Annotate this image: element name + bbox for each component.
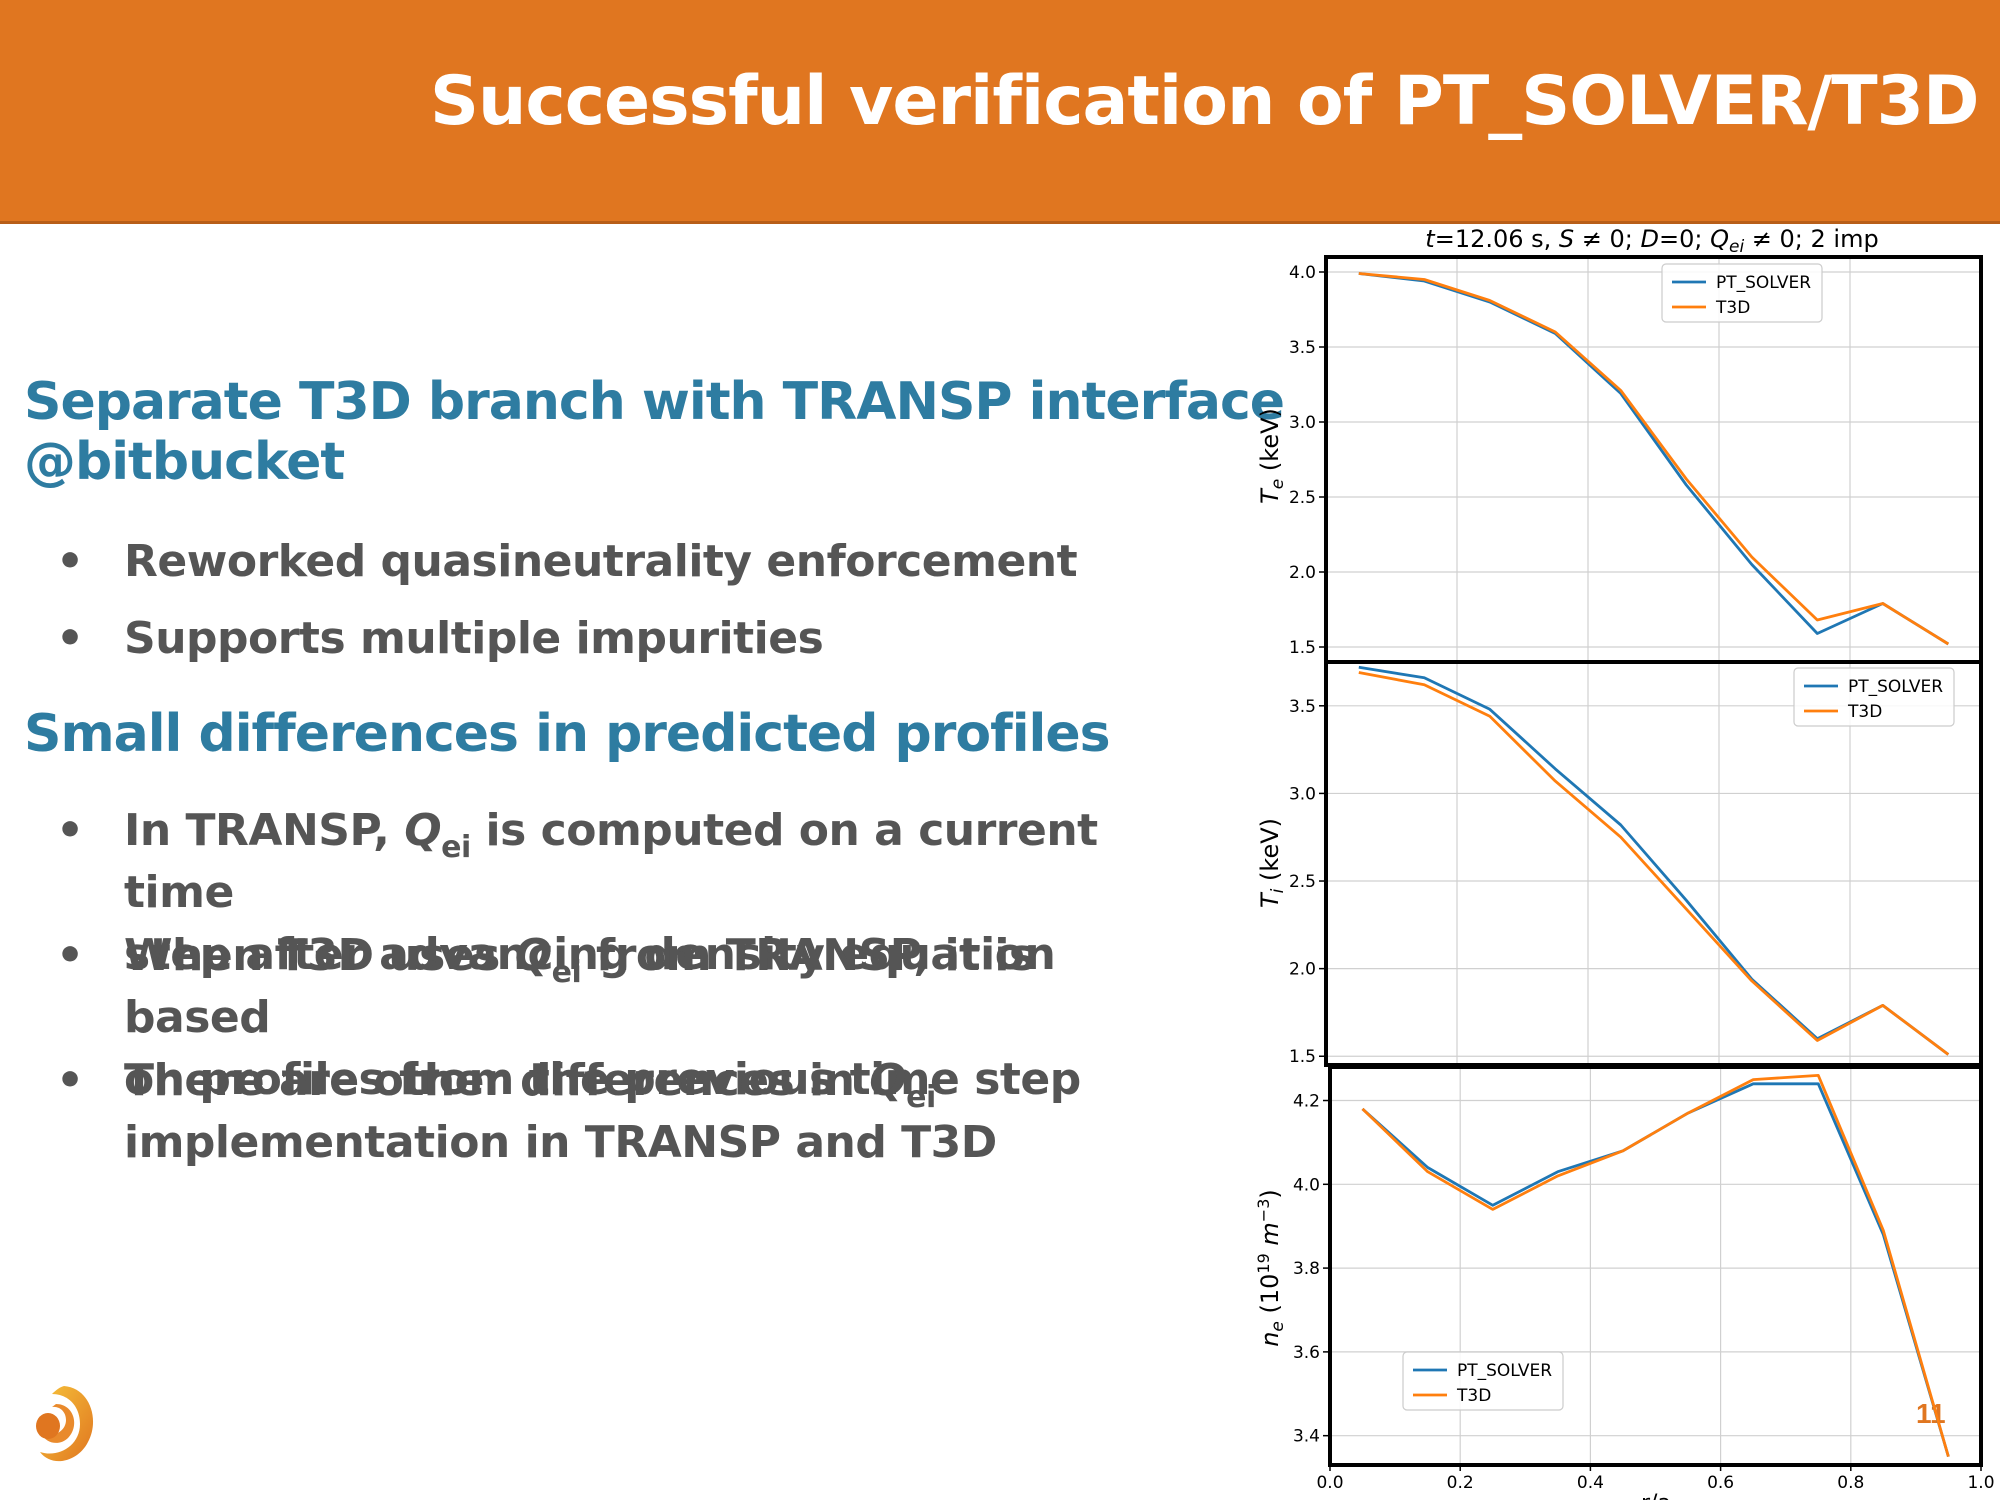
y-tick-label: 3.6 — [1293, 1343, 1320, 1363]
x-tick-label: 0.2 — [1447, 1473, 1474, 1493]
series-line-t3d — [1358, 272, 1950, 646]
x-tick-label: 1.0 — [1967, 1473, 1994, 1493]
chart-2-ylabel: Ti (keV) — [1256, 818, 1288, 908]
legend-entry: T3D — [1456, 1386, 1491, 1406]
chart-3-xlabel: r/a — [1641, 1491, 1671, 1500]
section-heading-1-line1: Separate T3D branch with TRANSP interfac… — [24, 372, 1285, 432]
te-chart: 1.5 2.0 2.5 3.0 3.5 4.0 PT_SOLVER T3D — [1289, 255, 1983, 664]
slide-header: Successful verification of PT_SOLVER/T3D — [0, 0, 2000, 224]
legend: PT_SOLVER T3D — [1793, 667, 1955, 727]
bullet-dot: • — [56, 1055, 84, 1106]
y-tick-label: 4.2 — [1293, 1092, 1320, 1112]
series-line-t3d — [1361, 1074, 1950, 1457]
y-tick-label: 2.5 — [1289, 872, 1316, 892]
legend: PT_SOLVER T3D — [1661, 263, 1823, 323]
legend: PT_SOLVER T3D — [1402, 1351, 1564, 1411]
bullet-dot: • — [56, 613, 84, 664]
y-tick-label: 2.5 — [1289, 488, 1316, 508]
y-tick-label: 1.5 — [1289, 638, 1316, 658]
section-heading-2: Small differences in predicted profiles — [24, 704, 1111, 764]
ne-chart: 3.4 3.6 3.8 4.0 4.2 0.0 0.2 0.4 0.6 0.8 1.0 PT_SOLV… — [1293, 1065, 1995, 1493]
legend-entry: PT_SOLVER — [1716, 273, 1811, 293]
y-tick-label: 3.5 — [1289, 697, 1316, 717]
bullet-dot: • — [56, 930, 84, 981]
chart-3-ylabel: ne (1019 m−3) — [1254, 1189, 1288, 1347]
bullet-text: Reworked quasineutrality enforcement — [124, 536, 1078, 587]
page-number: 11 — [1916, 1398, 1946, 1429]
bullet-text: There are other differences in Qei imple… — [124, 1055, 997, 1168]
legend-entry: PT_SOLVER — [1457, 1361, 1552, 1381]
y-tick-label: 3.4 — [1293, 1427, 1320, 1447]
logo-icon — [36, 1386, 94, 1462]
y-tick-label: 3.5 — [1289, 338, 1316, 358]
legend-entry: T3D — [1715, 298, 1750, 318]
profile-charts: t=12.06 s, S ≠ 0; D=0; Qei ≠ 0; 2 imp 1.… — [1254, 225, 1995, 1500]
legend-entry: PT_SOLVER — [1848, 677, 1943, 697]
plot-frame — [1328, 1065, 1983, 1467]
series-line-t3d — [1358, 671, 1950, 1056]
slide-title: Successful verification of PT_SOLVER/T3D — [430, 62, 1979, 141]
bullet-dot: • — [56, 536, 84, 587]
x-tick-label: 0.0 — [1316, 1473, 1343, 1493]
legend-entry: T3D — [1847, 702, 1882, 722]
x-tick-label: 0.6 — [1707, 1473, 1734, 1493]
chart-1-title: t=12.06 s, S ≠ 0; D=0; Qei ≠ 0; 2 imp — [1425, 225, 1878, 257]
bullet-text: When T3D uses Qei from TRANSP, it is bas… — [124, 930, 1081, 1105]
x-tick-label: 0.8 — [1837, 1473, 1864, 1493]
series-line-pt-solver — [1358, 272, 1950, 646]
y-tick-label: 2.0 — [1289, 563, 1316, 583]
x-tick-label: 0.4 — [1577, 1473, 1604, 1493]
y-tick-label: 3.8 — [1293, 1259, 1320, 1279]
y-tick-label: 4.0 — [1289, 263, 1316, 283]
y-tick-label: 3.0 — [1289, 413, 1316, 433]
section-heading-1-line2: @bitbucket — [24, 432, 345, 492]
y-tick-label: 3.0 — [1289, 784, 1316, 804]
y-tick-label: 4.0 — [1293, 1175, 1320, 1195]
y-tick-label: 1.5 — [1289, 1047, 1316, 1067]
y-tick-label: 2.0 — [1289, 960, 1316, 980]
bullet-dot: • — [56, 805, 84, 856]
ti-chart: 1.5 2.0 2.5 3.0 3.5 PT_SOLVER T3D — [1289, 660, 1983, 1067]
bullet-text: Supports multiple impurities — [124, 613, 824, 664]
chart-1-ylabel: Te (keV) — [1256, 408, 1288, 504]
bullet-text: In TRANSP, Qei is computed on a current … — [124, 805, 1098, 980]
section-heading-1: Separate T3D branch with TRANSP interfac… — [24, 372, 1285, 492]
plot-frame — [1324, 255, 1983, 664]
